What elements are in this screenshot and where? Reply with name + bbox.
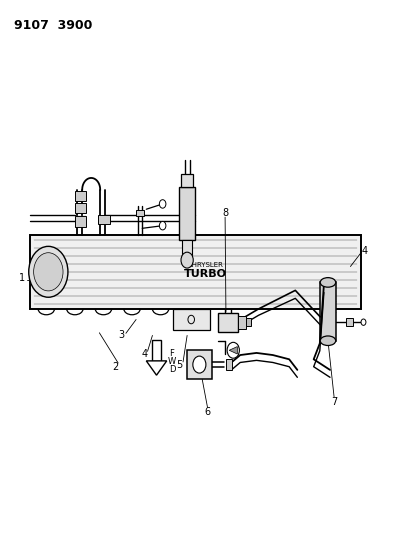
Circle shape [34, 253, 63, 291]
Bar [346, 318, 353, 326]
Circle shape [159, 200, 166, 208]
Bar [226, 359, 232, 370]
Bar [179, 187, 195, 240]
Circle shape [193, 356, 206, 373]
Bar [75, 191, 86, 201]
Text: W: W [168, 358, 176, 367]
Bar [238, 316, 245, 328]
Circle shape [227, 342, 239, 358]
Text: D: D [169, 366, 175, 374]
Bar [136, 210, 144, 216]
Text: 6: 6 [205, 407, 210, 417]
Bar [182, 240, 192, 256]
Circle shape [181, 252, 193, 268]
Ellipse shape [320, 336, 336, 345]
Bar [75, 203, 86, 214]
Text: TURBO: TURBO [184, 270, 227, 279]
Ellipse shape [320, 278, 336, 287]
Bar [98, 215, 110, 224]
Polygon shape [229, 346, 237, 354]
Bar [320, 282, 336, 341]
Text: CHRYSLER: CHRYSLER [187, 262, 224, 269]
Text: 7: 7 [331, 397, 337, 407]
Text: 4: 4 [141, 349, 147, 359]
Bar [181, 174, 193, 187]
Text: 3: 3 [119, 330, 125, 341]
Circle shape [361, 319, 366, 325]
Text: 9107  3900: 9107 3900 [14, 19, 92, 32]
Circle shape [159, 221, 166, 230]
Circle shape [29, 246, 68, 297]
Bar [173, 309, 210, 330]
Bar [152, 340, 162, 361]
Bar [187, 350, 212, 379]
Bar [218, 313, 238, 332]
Bar [30, 235, 360, 309]
Text: 2: 2 [113, 362, 119, 372]
Bar [245, 318, 251, 326]
Text: 5: 5 [176, 360, 182, 369]
Text: F: F [170, 350, 174, 359]
Bar [75, 216, 86, 227]
Text: 4: 4 [362, 246, 368, 256]
Text: 1: 1 [19, 273, 25, 283]
Text: 8: 8 [222, 208, 228, 219]
Polygon shape [146, 361, 167, 375]
